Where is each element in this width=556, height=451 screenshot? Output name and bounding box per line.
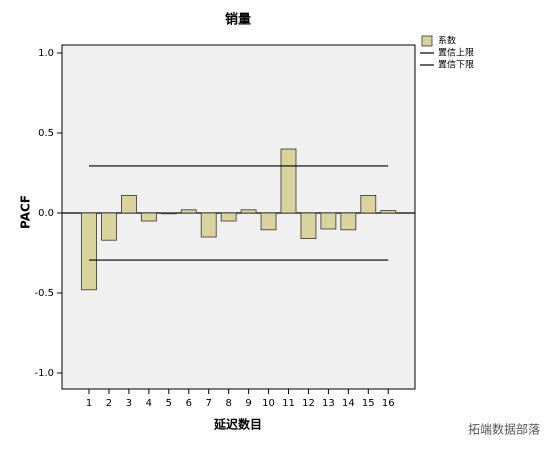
bar <box>260 212 277 231</box>
chart-title: 销量 <box>225 12 251 28</box>
x-tick-label: 3 <box>126 398 132 409</box>
y-tick-label: 0.5 <box>38 128 54 139</box>
x-tick-label: 13 <box>322 398 335 409</box>
x-tick-label: 5 <box>166 398 172 409</box>
bar <box>240 209 257 214</box>
x-tick-label: 7 <box>206 398 212 409</box>
x-tick-label: 10 <box>262 398 275 409</box>
bar <box>121 194 137 214</box>
bar <box>180 209 197 214</box>
x-tick-label: 8 <box>225 398 231 409</box>
bar <box>101 212 117 241</box>
x-tick-label: 11 <box>282 398 295 409</box>
bar <box>320 212 337 230</box>
x-axis-label: 延迟数目 <box>213 417 262 432</box>
bar <box>160 212 177 215</box>
x-tick-label: 16 <box>382 398 395 409</box>
bar <box>140 212 157 222</box>
x-tick-label: 6 <box>186 398 192 409</box>
bar <box>220 212 237 222</box>
y-tick-label: -0.5 <box>34 288 54 299</box>
y-axis-label: PACF <box>19 195 33 229</box>
legend-label: 系数 <box>438 35 456 47</box>
x-tick-label: 4 <box>146 398 152 409</box>
bar <box>200 212 217 238</box>
bar <box>380 210 397 214</box>
bar <box>360 194 377 214</box>
y-tick-label: -1.0 <box>34 368 54 379</box>
y-tick-label: 1.0 <box>38 48 54 59</box>
x-tick-label: 12 <box>302 398 315 409</box>
x-tick-label: 1 <box>86 398 92 409</box>
x-tick-label: 14 <box>342 398 355 409</box>
y-tick-label: 0.0 <box>38 208 54 219</box>
legend-label: 置信上限 <box>438 47 474 59</box>
x-tick-label: 9 <box>245 398 251 409</box>
bar <box>300 212 317 240</box>
x-tick-label: 2 <box>106 398 112 409</box>
x-tick-label: 15 <box>362 398 375 409</box>
bar <box>81 212 97 291</box>
legend-label: 置信下限 <box>438 59 474 71</box>
legend-swatch <box>421 35 433 47</box>
bar <box>280 148 297 214</box>
watermark: 拓端数据部落 <box>468 422 540 437</box>
bar <box>340 212 357 231</box>
